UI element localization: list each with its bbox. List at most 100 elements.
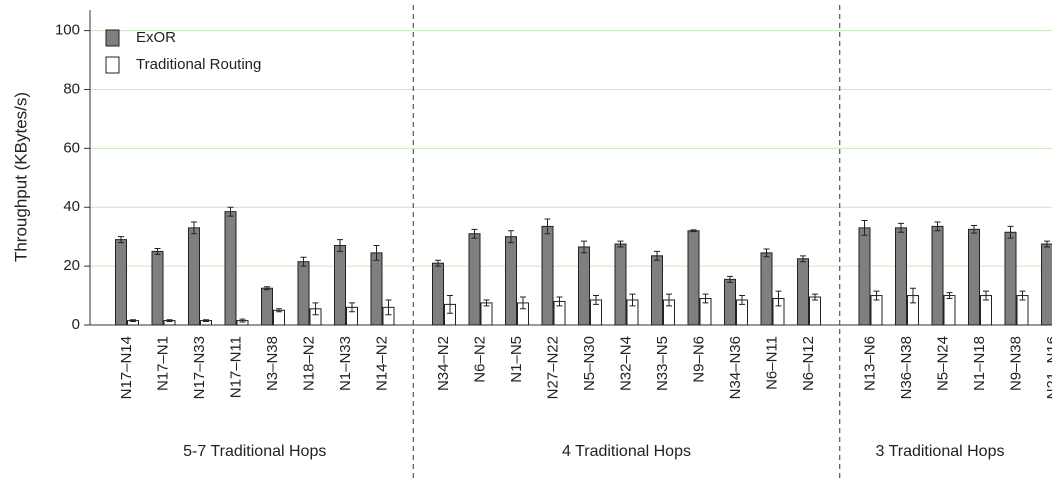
x-tick-label: N5–N24 bbox=[934, 336, 951, 391]
error-bar bbox=[337, 239, 343, 252]
y-axis-label: Throughput (KBytes/s) bbox=[11, 92, 30, 262]
error-bar bbox=[739, 295, 745, 305]
x-tick-label: N34–N36 bbox=[727, 336, 744, 399]
x-tick-label: N1–N18 bbox=[971, 336, 988, 391]
error-bar bbox=[763, 248, 770, 258]
legend-swatch bbox=[105, 29, 120, 47]
legend-label: Traditional Routing bbox=[136, 56, 261, 73]
x-tick-label: N17–N33 bbox=[191, 336, 208, 399]
x-tick-label: N13–N6 bbox=[861, 336, 878, 391]
error-bar bbox=[946, 292, 953, 300]
error-bar bbox=[971, 224, 977, 234]
group-label: 3 Traditional Hops bbox=[876, 443, 1005, 460]
error-bar bbox=[727, 275, 733, 283]
error-bar bbox=[934, 221, 941, 232]
bar bbox=[541, 225, 554, 326]
error-bar bbox=[1044, 240, 1050, 248]
error-bar bbox=[300, 256, 307, 267]
bar bbox=[334, 245, 346, 326]
x-tick-label: N36–N38 bbox=[898, 336, 915, 399]
error-bar bbox=[690, 229, 697, 233]
y-tick-label: 40 bbox=[63, 198, 80, 215]
error-bar bbox=[276, 308, 282, 313]
bar bbox=[505, 236, 517, 326]
error-bar bbox=[508, 230, 514, 244]
bar bbox=[943, 295, 956, 326]
error-bar bbox=[264, 286, 270, 291]
x-tick-label: N32–N4 bbox=[617, 336, 634, 391]
x-tick-label: N9–N6 bbox=[690, 336, 707, 383]
error-bar bbox=[812, 293, 818, 301]
bar bbox=[687, 230, 700, 326]
x-tick-label: N3–N38 bbox=[264, 336, 281, 391]
error-bar bbox=[983, 290, 989, 301]
error-bar bbox=[191, 221, 197, 235]
error-bar bbox=[483, 299, 490, 307]
error-bar bbox=[435, 259, 441, 267]
x-tick-label: N33–N5 bbox=[654, 336, 671, 391]
error-bar bbox=[154, 247, 161, 255]
error-bar bbox=[898, 222, 904, 233]
error-bar bbox=[617, 240, 624, 248]
bar bbox=[297, 261, 310, 326]
x-tick-label: N5–N30 bbox=[581, 336, 598, 391]
error-bar bbox=[203, 319, 209, 322]
bar bbox=[1004, 231, 1017, 326]
error-bar bbox=[227, 206, 234, 217]
y-tick-label: 80 bbox=[63, 80, 80, 97]
bar bbox=[432, 262, 444, 326]
legend-swatch bbox=[105, 56, 120, 74]
x-tick-label: N1–N5 bbox=[508, 336, 525, 383]
x-tick-label: N6–N11 bbox=[763, 336, 780, 390]
error-bar bbox=[239, 318, 246, 323]
x-tick-label: N34–N2 bbox=[435, 336, 452, 391]
legend-label: ExOR bbox=[136, 29, 176, 46]
bar bbox=[858, 227, 871, 326]
error-bar bbox=[593, 295, 599, 305]
error-bar bbox=[385, 299, 392, 316]
bar bbox=[968, 228, 980, 326]
bar bbox=[370, 252, 383, 326]
bar bbox=[1041, 243, 1052, 326]
bar bbox=[273, 309, 285, 326]
bar bbox=[224, 211, 237, 326]
error-bar bbox=[312, 302, 319, 316]
error-bar bbox=[447, 295, 453, 314]
bar bbox=[115, 239, 127, 326]
bar bbox=[724, 278, 736, 326]
error-bar bbox=[556, 296, 563, 307]
x-tick-label: N6–N2 bbox=[471, 336, 488, 383]
error-bar bbox=[544, 218, 551, 235]
y-tick-label: 100 bbox=[55, 22, 80, 39]
error-bar bbox=[373, 245, 380, 261]
error-bar bbox=[702, 293, 709, 304]
bar bbox=[188, 227, 200, 326]
error-bar bbox=[1007, 225, 1014, 239]
x-tick-label: N17–N14 bbox=[118, 336, 135, 399]
x-tick-label: N21–N16 bbox=[1044, 336, 1052, 399]
group-label: 4 Traditional Hops bbox=[562, 443, 691, 460]
y-tick-label: 0 bbox=[72, 316, 80, 333]
error-bar bbox=[471, 228, 478, 239]
error-bar bbox=[629, 293, 636, 307]
error-bar bbox=[118, 236, 124, 244]
bar bbox=[760, 252, 773, 326]
bar bbox=[797, 258, 809, 326]
bar bbox=[809, 296, 821, 326]
bar bbox=[931, 225, 944, 326]
error-bar bbox=[873, 290, 880, 301]
bar bbox=[614, 243, 627, 326]
bar bbox=[578, 246, 590, 326]
bar bbox=[895, 227, 907, 326]
error-bar bbox=[349, 302, 355, 313]
error-bar bbox=[775, 290, 782, 307]
error-bar bbox=[520, 296, 526, 310]
x-tick-label: N6–N12 bbox=[800, 336, 817, 391]
bar bbox=[151, 250, 164, 326]
error-bar bbox=[1019, 290, 1026, 301]
x-tick-label: N17–N1 bbox=[154, 336, 171, 391]
y-tick-label: 20 bbox=[63, 257, 80, 274]
error-bar bbox=[800, 255, 806, 263]
